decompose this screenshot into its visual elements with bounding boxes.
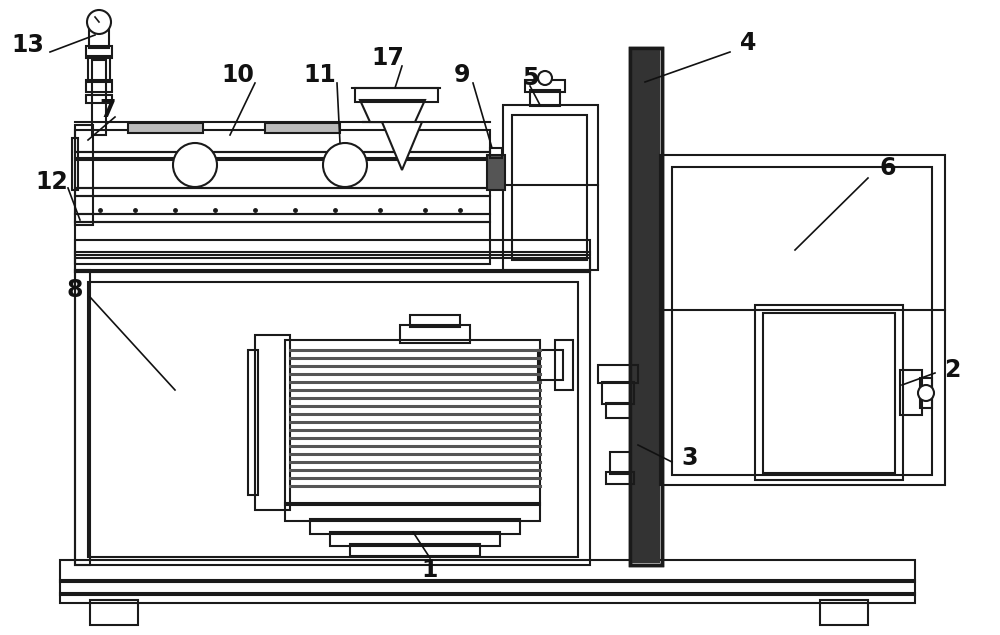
Bar [900,370,922,415]
Bar [660,155,945,485]
Bar [75,252,590,272]
Bar [285,503,540,521]
Bar [88,282,578,557]
Bar [410,315,460,327]
Bar [90,600,138,625]
Bar [75,258,590,272]
Text: 1: 1 [422,558,438,582]
Bar [86,95,112,103]
Bar [75,240,590,255]
Bar [255,335,290,510]
Text: 10: 10 [222,63,254,87]
Text: 2: 2 [944,358,960,382]
Bar [487,155,505,190]
Bar [820,600,868,625]
Bar [60,560,915,582]
Bar [920,378,932,408]
Bar [672,167,932,475]
Text: 13: 13 [12,33,44,57]
Bar [60,593,915,603]
Bar [75,222,490,264]
Bar [60,580,915,595]
Bar [75,130,490,152]
Text: 6: 6 [880,156,896,180]
Bar [330,532,500,546]
Bar [630,48,662,565]
Text: 4: 4 [740,31,756,55]
Bar [285,340,540,505]
Bar [75,196,490,214]
Bar [602,382,634,404]
Bar [525,80,565,92]
Bar [88,56,110,82]
Bar [355,88,438,102]
Bar [630,48,662,565]
Bar [538,350,563,380]
Text: 12: 12 [36,170,68,194]
Bar [75,158,490,188]
Bar [633,51,659,562]
Text: 5: 5 [522,66,538,90]
Bar [128,123,203,133]
Bar [503,105,598,270]
Bar [75,125,93,225]
Bar [265,123,340,133]
Bar [92,60,106,135]
Bar [606,403,630,418]
Bar [89,30,109,48]
Bar [512,115,587,260]
Circle shape [323,143,367,187]
Bar [72,138,78,190]
Text: 17: 17 [372,46,404,70]
Bar [75,270,590,565]
Bar [763,313,895,473]
Bar [75,188,490,196]
Bar [350,544,480,556]
Bar [248,350,258,495]
Bar [86,46,112,58]
Bar [400,325,470,343]
Bar [490,148,502,158]
Circle shape [87,10,111,34]
Text: 7: 7 [100,98,116,122]
Circle shape [538,71,552,85]
Bar [530,90,560,106]
Circle shape [918,385,934,401]
Text: 11: 11 [304,63,336,87]
Bar [555,340,573,390]
Bar [598,365,638,383]
Circle shape [173,143,217,187]
Text: 3: 3 [682,446,698,470]
Text: 8: 8 [67,278,83,302]
Bar [310,519,520,534]
Bar [86,80,112,92]
Bar [755,305,903,480]
Bar [75,214,490,222]
Bar [610,452,630,474]
Polygon shape [362,122,422,170]
Bar [75,270,90,565]
Polygon shape [360,100,425,122]
Bar [75,152,490,160]
Text: 9: 9 [454,63,470,87]
Bar [606,472,634,484]
